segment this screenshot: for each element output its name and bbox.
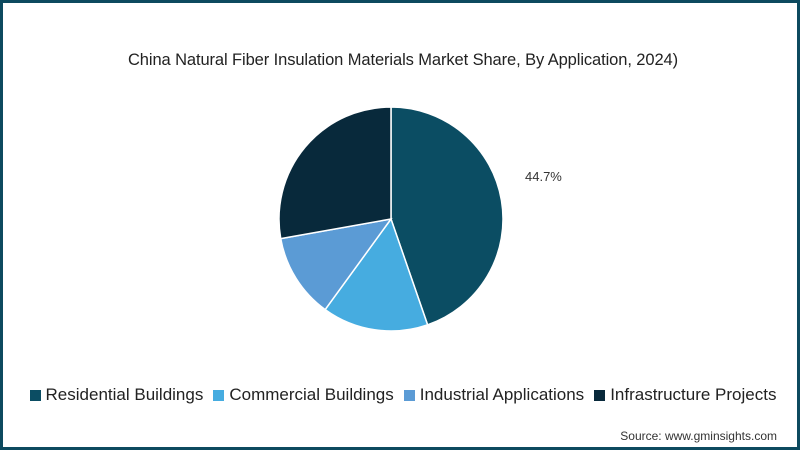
pie-slice-residential[interactable] xyxy=(390,106,504,326)
chart-title: China Natural Fiber Insulation Materials… xyxy=(127,51,678,69)
source-note: Source: www.gminsights.com xyxy=(620,429,777,443)
residential-percentage-label: 44.7% xyxy=(525,169,562,184)
pie-slice-commercial[interactable] xyxy=(324,217,429,332)
legend-item-infrastructure[interactable]: Infrastructure Projects xyxy=(594,385,776,405)
pie-chart: 44.7% xyxy=(278,106,562,332)
legend-label: Residential Buildings xyxy=(45,385,204,404)
legend-swatch xyxy=(403,389,415,401)
legend-item-residential[interactable]: Residential Buildings xyxy=(29,385,204,405)
legend-swatch xyxy=(29,389,41,401)
legend-item-commercial[interactable]: Commercial Buildings xyxy=(213,385,394,405)
pie-slice-infrastructure[interactable] xyxy=(278,106,392,240)
legend-label: Commercial Buildings xyxy=(229,385,394,404)
legend-swatch xyxy=(213,389,225,401)
legend-swatch xyxy=(594,389,606,401)
legend: Residential Buildings Commercial Buildin… xyxy=(3,385,800,405)
pie-slice-industrial[interactable] xyxy=(279,217,393,311)
legend-label: Infrastructure Projects xyxy=(610,385,777,404)
legend-item-industrial[interactable]: Industrial Applications xyxy=(403,385,585,405)
legend-label: Industrial Applications xyxy=(419,385,585,404)
